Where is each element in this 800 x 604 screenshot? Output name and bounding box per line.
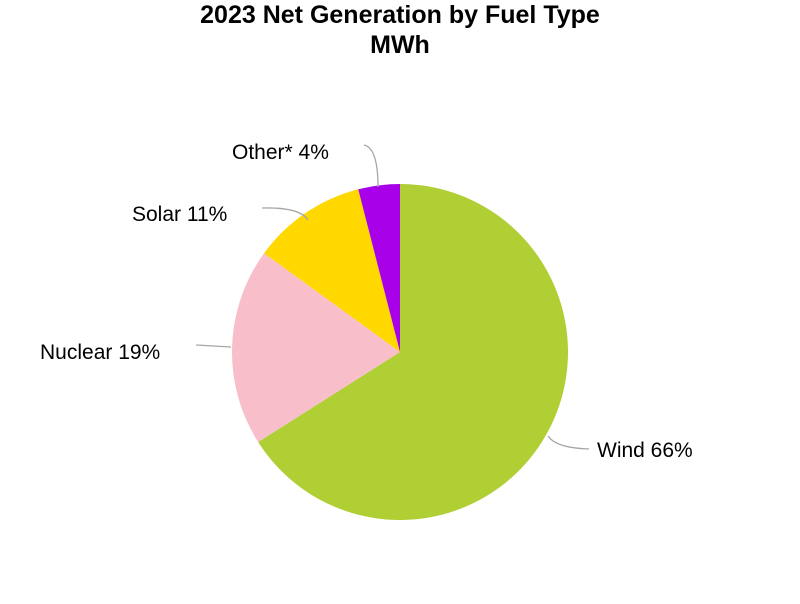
pie-slices [231, 184, 568, 520]
leader-lines [195, 144, 590, 450]
leader-line-nuclear [195, 344, 232, 348]
data-label-wind: Wind 66% [597, 439, 693, 462]
data-label-other: Other* 4% [232, 141, 329, 164]
pie-slice-nuclear [231, 253, 400, 443]
pie-slice-other [358, 184, 400, 352]
data-labels: Wind 66% Nuclear 19% Solar 11% Other* 4% [40, 141, 693, 462]
leader-line-other [363, 144, 379, 188]
leader-line-wind [547, 435, 590, 450]
data-label-solar: Solar 11% [132, 203, 227, 226]
pie-slice-wind [258, 184, 568, 520]
pie-slice-solar [264, 189, 400, 352]
chart-title-text: 2023 Net Generation by Fuel Type [200, 1, 600, 29]
chart-title: 2023 Net Generation by Fuel Type MWh [0, 0, 800, 60]
leader-line-solar [261, 207, 309, 221]
chart-subtitle-text: MWh [370, 31, 430, 59]
data-label-nuclear: Nuclear 19% [40, 341, 160, 364]
